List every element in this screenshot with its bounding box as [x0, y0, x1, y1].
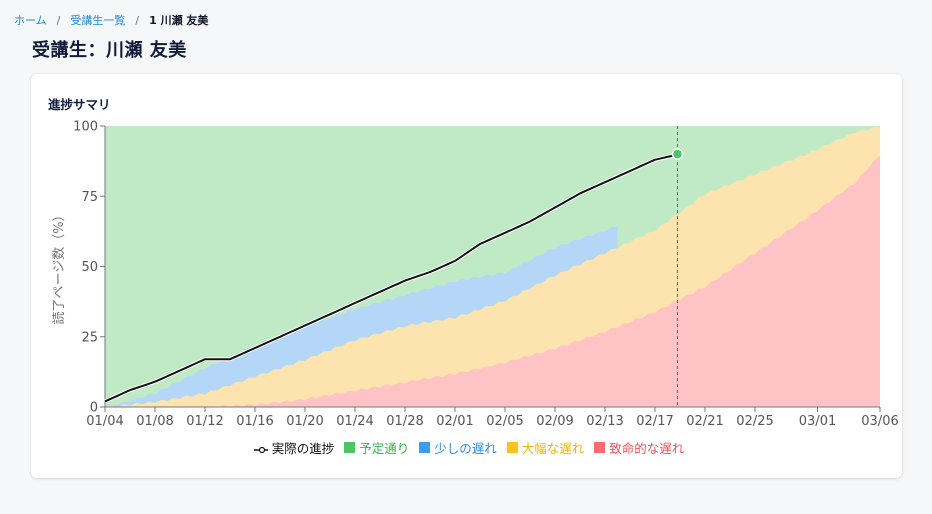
actual-progress-line	[104, 154, 675, 403]
y-tick-label: 50	[81, 260, 98, 275]
breadcrumb-separator: /	[135, 13, 140, 27]
legend-label: 予定通り	[359, 441, 410, 456]
x-tick-label: 02/13	[586, 414, 623, 429]
progress-summary-card: 進捗サマリ 0 25 50 75 100 01/04 01/08 01/12 01/16 01/2…	[31, 74, 902, 478]
blue-square-icon	[419, 442, 431, 453]
page-title: 受講生：川瀬 友美	[32, 40, 187, 61]
legend-label: 致命的な遅れ	[609, 441, 685, 456]
x-tick-label: 02/05	[486, 414, 523, 429]
legend-item-slight-delay[interactable]: 少しの遅れ	[419, 438, 497, 457]
legend-label: 少しの遅れ	[434, 441, 497, 456]
line-marker-icon	[253, 443, 268, 453]
x-tick-label: 02/17	[636, 414, 673, 429]
card-title: 進捗サマリ	[48, 97, 111, 112]
current-progress-dot	[671, 148, 684, 160]
x-tick-label: 02/25	[736, 414, 773, 429]
progress-chart: 0 25 50 75 100 01/04 01/08 01/12 01/16 01/20 01/24…	[51, 120, 899, 430]
breadcrumb-home-link[interactable]: ホーム	[14, 14, 47, 27]
green-square-icon	[344, 442, 356, 453]
legend-item-major-delay[interactable]: 大幅な遅れ	[506, 438, 585, 457]
x-tick-label: 01/08	[136, 414, 173, 429]
breadcrumb-current: 1 川瀬 友美	[149, 14, 209, 27]
legend-label: 大幅な遅れ	[521, 441, 585, 456]
y-tick-label: 25	[81, 330, 98, 345]
critical-delay-area	[105, 155, 880, 407]
legend-item-actual[interactable]: 実際の進捗	[253, 438, 335, 457]
y-axis-label: 読了ページ数（%）	[51, 208, 67, 324]
chart-legend: 実際の進捗 予定通り 少しの遅れ 大幅な遅れ 致命的な遅れ	[31, 438, 902, 457]
x-tick-label: 02/01	[436, 414, 473, 429]
legend-item-on-track[interactable]: 予定通り	[344, 438, 409, 457]
legend-label: 実際の進捗	[271, 441, 335, 456]
red-square-icon	[594, 442, 606, 453]
x-tick-label: 03/01	[799, 414, 836, 429]
x-tick-label: 01/04	[86, 414, 123, 429]
breadcrumb-separator: /	[56, 13, 61, 27]
y-tick-label: 100	[73, 120, 98, 135]
x-tick-label: 01/24	[336, 414, 373, 429]
x-tick-label: 02/09	[536, 414, 573, 429]
x-tick-label: 01/28	[386, 414, 423, 429]
y-tick-label: 0	[90, 401, 98, 416]
x-tick-label: 02/21	[686, 414, 723, 429]
breadcrumb-students-link[interactable]: 受講生一覧	[70, 14, 126, 27]
yellow-square-icon	[506, 442, 518, 453]
x-tick-label: 01/16	[236, 414, 273, 429]
x-tick-label: 01/20	[286, 414, 323, 429]
y-tick-label: 75	[81, 190, 98, 205]
legend-item-critical-delay[interactable]: 致命的な遅れ	[594, 438, 684, 457]
x-tick-label: 03/06	[861, 414, 898, 429]
x-tick-label: 01/12	[186, 414, 223, 429]
breadcrumb: ホーム / 受講生一覧 / 1 川瀬 友美	[14, 12, 208, 28]
